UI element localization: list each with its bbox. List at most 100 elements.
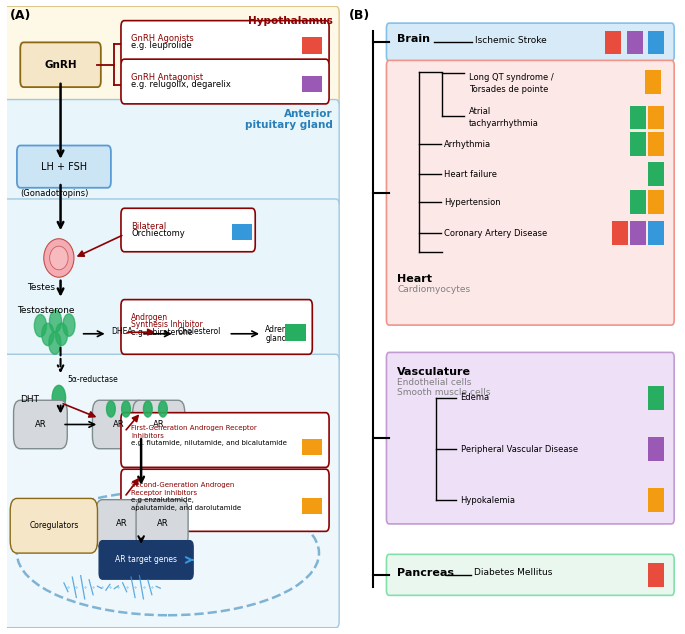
- FancyBboxPatch shape: [121, 209, 256, 252]
- Circle shape: [107, 401, 115, 417]
- FancyBboxPatch shape: [386, 554, 674, 595]
- Text: Hypertension: Hypertension: [444, 198, 501, 207]
- Circle shape: [143, 401, 152, 417]
- Text: Receptor Inhibitors: Receptor Inhibitors: [131, 489, 197, 496]
- Text: DHEA: DHEA: [111, 327, 132, 336]
- Text: Hypothalamus: Hypothalamus: [247, 16, 332, 25]
- Text: Cholesterol: Cholesterol: [178, 327, 221, 336]
- FancyBboxPatch shape: [630, 190, 646, 214]
- Text: Pancreas: Pancreas: [397, 568, 454, 578]
- FancyBboxPatch shape: [386, 23, 674, 61]
- Circle shape: [55, 323, 68, 346]
- Text: Long QT syndrome /: Long QT syndrome /: [469, 73, 553, 82]
- FancyBboxPatch shape: [96, 500, 148, 548]
- Text: GnRH Agonists: GnRH Agonists: [131, 34, 194, 42]
- Text: Synthesis Inhibitor: Synthesis Inhibitor: [131, 320, 203, 329]
- FancyBboxPatch shape: [302, 37, 323, 53]
- FancyBboxPatch shape: [133, 400, 185, 449]
- Text: Coregulators: Coregulators: [29, 521, 79, 530]
- Text: AR: AR: [153, 420, 164, 429]
- Text: Androgen: Androgen: [131, 313, 168, 321]
- Text: Brain: Brain: [397, 34, 430, 44]
- FancyBboxPatch shape: [21, 42, 101, 87]
- FancyBboxPatch shape: [3, 100, 339, 209]
- FancyBboxPatch shape: [630, 106, 646, 129]
- FancyBboxPatch shape: [648, 221, 664, 245]
- FancyBboxPatch shape: [10, 498, 97, 553]
- Text: Diabetes Mellitus: Diabetes Mellitus: [474, 569, 552, 578]
- FancyBboxPatch shape: [121, 469, 329, 531]
- FancyBboxPatch shape: [648, 563, 664, 586]
- Text: AR: AR: [113, 420, 125, 429]
- Text: Testosterone: Testosterone: [17, 306, 75, 315]
- Text: LH + FSH: LH + FSH: [41, 162, 87, 172]
- Text: gland: gland: [265, 334, 287, 343]
- Text: Atrial: Atrial: [469, 108, 491, 117]
- Text: 5α-reductase: 5α-reductase: [67, 375, 118, 384]
- Text: AR: AR: [35, 420, 46, 429]
- FancyBboxPatch shape: [121, 21, 329, 65]
- Text: Smooth muscle cells: Smooth muscle cells: [397, 388, 491, 397]
- Text: DHT: DHT: [21, 394, 39, 403]
- Circle shape: [52, 385, 66, 410]
- Text: Testes: Testes: [27, 283, 55, 292]
- Text: Arrhythmia: Arrhythmia: [444, 139, 491, 149]
- FancyBboxPatch shape: [136, 500, 188, 548]
- Text: Cardiomyocytes: Cardiomyocytes: [397, 285, 471, 294]
- FancyBboxPatch shape: [99, 541, 193, 579]
- FancyBboxPatch shape: [648, 106, 664, 129]
- Text: e.g. abiraterone: e.g. abiraterone: [131, 328, 192, 337]
- Text: GnRH Antagonist: GnRH Antagonist: [131, 73, 203, 82]
- Text: Ischemic Stroke: Ischemic Stroke: [475, 36, 547, 45]
- FancyBboxPatch shape: [14, 400, 67, 449]
- Text: e.g. leuprolide: e.g. leuprolide: [131, 41, 192, 50]
- FancyBboxPatch shape: [92, 400, 145, 449]
- Text: Heart failure: Heart failure: [444, 170, 497, 179]
- Ellipse shape: [49, 246, 68, 270]
- Circle shape: [42, 323, 54, 346]
- FancyBboxPatch shape: [612, 221, 627, 245]
- Text: Heart: Heart: [397, 274, 432, 284]
- FancyBboxPatch shape: [3, 6, 339, 109]
- FancyBboxPatch shape: [648, 133, 664, 156]
- FancyBboxPatch shape: [648, 488, 664, 512]
- Text: Torsades de pointe: Torsades de pointe: [469, 85, 548, 94]
- FancyBboxPatch shape: [386, 353, 674, 524]
- Text: Coronary Artery Disease: Coronary Artery Disease: [444, 229, 547, 238]
- Text: (B): (B): [349, 10, 371, 22]
- FancyBboxPatch shape: [3, 354, 339, 628]
- Text: Edema: Edema: [460, 393, 490, 402]
- Circle shape: [122, 401, 130, 417]
- FancyBboxPatch shape: [121, 300, 312, 354]
- Circle shape: [49, 310, 62, 333]
- Text: Endothelial cells: Endothelial cells: [397, 378, 472, 387]
- FancyBboxPatch shape: [648, 190, 664, 214]
- Text: Orchiectomy: Orchiectomy: [131, 230, 185, 238]
- Circle shape: [34, 314, 47, 337]
- Circle shape: [63, 314, 75, 336]
- FancyBboxPatch shape: [630, 133, 646, 156]
- Text: AR: AR: [116, 519, 128, 528]
- FancyBboxPatch shape: [286, 325, 306, 340]
- Circle shape: [49, 332, 61, 354]
- Text: AR target genes: AR target genes: [115, 555, 177, 564]
- Text: apalutamide, and darolutamide: apalutamide, and darolutamide: [131, 505, 241, 510]
- Text: e.g. relugolix, degarelix: e.g. relugolix, degarelix: [131, 81, 231, 89]
- FancyBboxPatch shape: [605, 31, 621, 55]
- Text: tachyarrhythmia: tachyarrhythmia: [469, 119, 538, 127]
- FancyBboxPatch shape: [648, 162, 664, 186]
- FancyBboxPatch shape: [302, 498, 323, 514]
- Text: (A): (A): [10, 10, 32, 22]
- FancyBboxPatch shape: [302, 439, 323, 455]
- Text: Peripheral Vascular Disease: Peripheral Vascular Disease: [460, 444, 577, 453]
- Text: Anterior
pituitary gland: Anterior pituitary gland: [245, 109, 332, 131]
- Circle shape: [158, 401, 167, 417]
- FancyBboxPatch shape: [17, 146, 111, 188]
- Text: AR: AR: [156, 519, 168, 528]
- Ellipse shape: [44, 239, 74, 277]
- Text: Vasculature: Vasculature: [397, 366, 471, 377]
- FancyBboxPatch shape: [627, 31, 643, 55]
- Text: Inhibitors: Inhibitors: [131, 432, 164, 439]
- Text: Second-Generation Androgen: Second-Generation Androgen: [131, 482, 234, 488]
- FancyBboxPatch shape: [121, 59, 329, 104]
